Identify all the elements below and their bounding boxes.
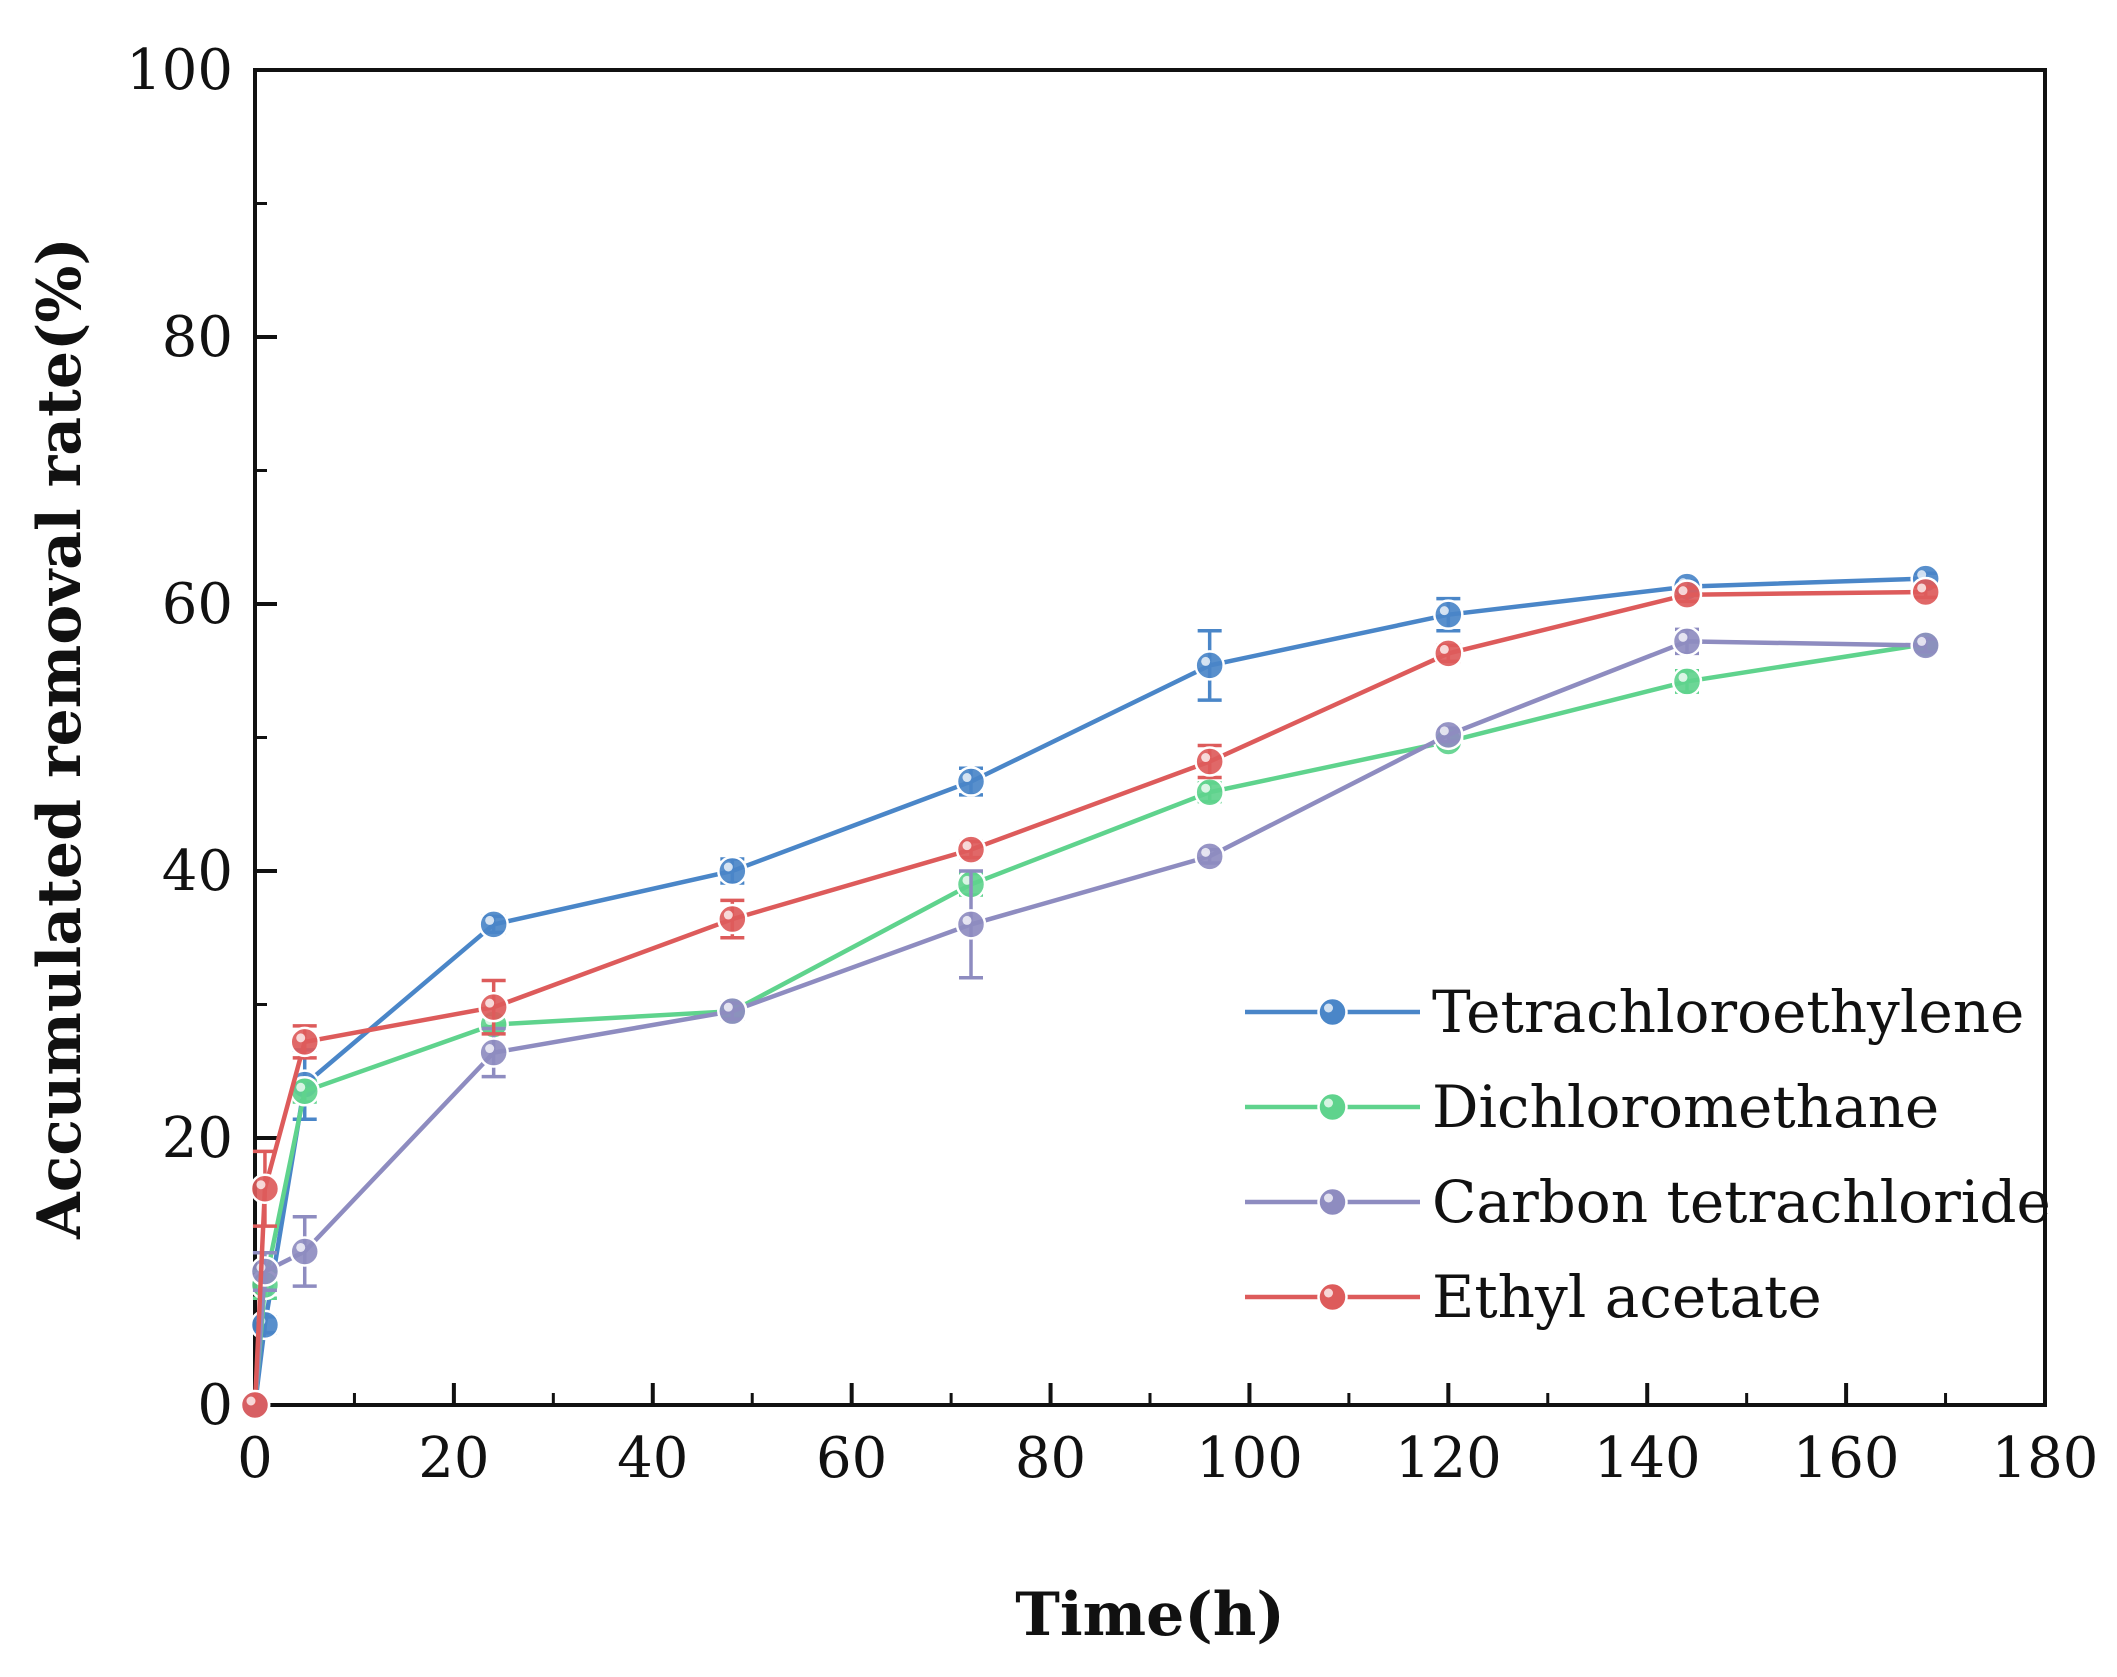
legend-marker-highlight: [1324, 1098, 1333, 1108]
data-point: [717, 903, 748, 935]
data-point: [1194, 746, 1225, 777]
x-tick-label: 180: [1992, 1426, 2099, 1491]
data-point: [955, 766, 987, 797]
data-point-highlight: [485, 1044, 495, 1054]
series-ethyl-acetate: [239, 576, 1941, 1421]
series-line: [252, 576, 1926, 1406]
data-point: [955, 834, 987, 865]
series-layer: [239, 563, 1941, 1421]
axis-ticks: 0 20 40 60 80 100 120 140 160 180 0 20 40 60 80 100: [126, 38, 2098, 1491]
data-point: [1194, 841, 1225, 872]
data-point-highlight: [962, 915, 972, 925]
data-point: [1433, 638, 1464, 669]
y-tick-label: 100: [126, 38, 233, 103]
x-tick-label: 120: [1395, 1426, 1502, 1491]
data-point-highlight: [723, 862, 733, 872]
data-point: [289, 1026, 320, 1058]
data-point: [1194, 776, 1225, 808]
series-carbon-tetrachloride: [239, 626, 1941, 1421]
data-point: [1433, 599, 1464, 630]
data-point-highlight: [1678, 586, 1688, 596]
data-point-highlight: [1439, 726, 1449, 736]
data-point-highlight: [1439, 606, 1449, 616]
legend-item: Carbon tetrachloride: [1245, 1168, 2051, 1236]
legend-item: Ethyl acetate: [1245, 1263, 1822, 1331]
x-tick-label: 80: [1015, 1426, 1086, 1491]
data-point-highlight: [1678, 672, 1688, 682]
legend-label: Carbon tetrachloride: [1432, 1168, 2051, 1236]
data-point: [249, 1173, 281, 1204]
data-point: [478, 991, 509, 1023]
data-point: [1671, 666, 1703, 697]
x-tick-label: 20: [418, 1426, 489, 1491]
x-tick-label: 40: [617, 1426, 688, 1491]
x-tick-label: 140: [1594, 1426, 1701, 1491]
data-point: [1910, 630, 1941, 661]
legend-marker: [1317, 1281, 1348, 1313]
legend-item: Dichloromethane: [1245, 1073, 1939, 1141]
data-point: [249, 1256, 281, 1287]
data-point-highlight: [1678, 632, 1688, 642]
data-point-highlight: [1201, 656, 1211, 666]
data-point-highlight: [1917, 583, 1927, 593]
data-point: [239, 1389, 271, 1421]
data-point-highlight: [485, 915, 495, 925]
y-axis-title: Accumulated removal rate(%): [25, 237, 95, 1240]
y-tick-label: 60: [162, 572, 233, 637]
legend-marker: [1317, 1186, 1348, 1218]
y-tick-label: 40: [162, 839, 233, 904]
data-point-highlight: [1917, 636, 1927, 646]
data-point-highlight: [1439, 644, 1449, 654]
data-point-highlight: [296, 1242, 306, 1252]
data-point: [1433, 719, 1464, 751]
legend-label: Dichloromethane: [1432, 1073, 1939, 1141]
legend-label: Tetrachloroethylene: [1432, 978, 2024, 1046]
data-point: [717, 855, 748, 887]
data-point: [478, 1037, 509, 1068]
data-point: [1671, 579, 1703, 610]
legend-marker: [1317, 996, 1348, 1028]
data-point: [1671, 626, 1703, 657]
legend-marker-highlight: [1324, 1288, 1333, 1298]
data-point-highlight: [962, 773, 972, 783]
legend-marker-highlight: [1324, 1003, 1333, 1013]
legend: Tetrachloroethylene Dichloromethane Carbon…: [1245, 978, 2051, 1331]
data-point-highlight: [246, 1396, 256, 1406]
y-tick-label: 20: [162, 1106, 233, 1171]
x-tick-label: 160: [1793, 1426, 1900, 1491]
data-point-highlight: [1201, 847, 1211, 857]
data-point: [717, 995, 748, 1027]
data-point: [289, 1236, 320, 1267]
data-point-highlight: [723, 910, 733, 920]
data-point: [1194, 650, 1225, 681]
data-point: [955, 909, 987, 940]
y-tick-label: 80: [162, 305, 233, 370]
data-point: [478, 909, 509, 940]
data-point-highlight: [1201, 753, 1211, 763]
series-line: [252, 641, 1927, 1406]
legend-marker: [1317, 1091, 1348, 1123]
x-tick-label: 0: [237, 1426, 273, 1491]
series-line: [252, 639, 1926, 1406]
data-point-highlight: [296, 1082, 306, 1092]
x-tick-label: 100: [1196, 1426, 1303, 1491]
data-point-highlight: [723, 1002, 733, 1012]
y-tick-label: 0: [197, 1373, 233, 1438]
legend-item: Tetrachloroethylene: [1245, 978, 2024, 1046]
x-tick-label: 60: [816, 1426, 887, 1491]
data-point: [249, 1309, 281, 1341]
x-axis-title: Time(h): [1015, 1580, 1285, 1650]
legend-label: Ethyl acetate: [1432, 1263, 1822, 1331]
data-point-highlight: [485, 998, 495, 1008]
data-point-highlight: [1201, 783, 1211, 793]
series-line: [252, 589, 1926, 1406]
data-point-highlight: [962, 841, 972, 851]
data-point-highlight: [296, 1033, 306, 1043]
data-point: [1910, 576, 1941, 608]
legend-marker-highlight: [1324, 1193, 1333, 1203]
data-point-highlight: [256, 1180, 266, 1190]
